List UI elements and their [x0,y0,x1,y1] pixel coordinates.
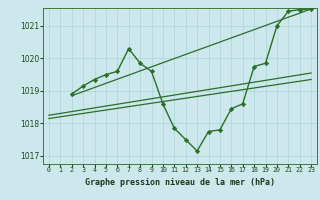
X-axis label: Graphe pression niveau de la mer (hPa): Graphe pression niveau de la mer (hPa) [85,178,275,187]
